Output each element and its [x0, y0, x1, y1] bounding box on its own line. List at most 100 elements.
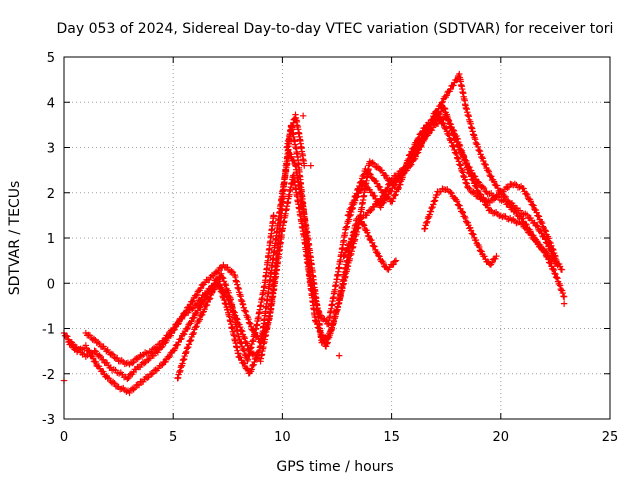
- data-point: [105, 375, 113, 382]
- data-point: [178, 315, 186, 323]
- data-point: [197, 303, 204, 311]
- data-point: [343, 246, 350, 254]
- data-point: [457, 148, 464, 155]
- data-point: [149, 370, 156, 377]
- data-point: [558, 266, 566, 273]
- data-point: [157, 341, 165, 348]
- data-point: [472, 139, 480, 147]
- data-point: [463, 159, 471, 167]
- data-point: [368, 189, 376, 196]
- data-point: [380, 189, 388, 197]
- data-point: [522, 220, 529, 228]
- x-tick-label: 5: [169, 430, 177, 445]
- data-point: [390, 261, 397, 268]
- data-point: [247, 320, 254, 328]
- data-point: [371, 243, 378, 250]
- data-point: [382, 172, 390, 180]
- data-point: [538, 229, 545, 237]
- data-point: [542, 228, 550, 235]
- data-point: [192, 292, 200, 300]
- data-point: [456, 202, 463, 209]
- data-point: [367, 171, 374, 178]
- data-point: [240, 304, 247, 311]
- data-point: [242, 338, 249, 346]
- data-point: [248, 366, 255, 373]
- y-tick-label: 4: [47, 96, 55, 111]
- x-tick-label: 10: [274, 430, 291, 445]
- data-point: [206, 295, 214, 302]
- data-point: [551, 252, 558, 259]
- data-point: [187, 336, 195, 344]
- data-point: [136, 363, 144, 371]
- data-point: [178, 335, 185, 342]
- data-point: [370, 203, 378, 211]
- data-point: [513, 209, 520, 216]
- data-point: [559, 289, 566, 297]
- data-point: [187, 337, 194, 344]
- data-point: [335, 352, 343, 359]
- data-point: [189, 305, 196, 313]
- data-point: [488, 259, 496, 266]
- data-point: [541, 248, 549, 255]
- data-point: [92, 348, 100, 355]
- data-point: [126, 389, 133, 397]
- data-point: [488, 173, 495, 180]
- data-point: [236, 323, 244, 331]
- data-point: [557, 285, 564, 293]
- data-point: [206, 296, 213, 303]
- data-point: [364, 229, 371, 236]
- data-point: [365, 170, 373, 177]
- data-point: [190, 329, 197, 337]
- data-point: [447, 189, 454, 196]
- data-point: [520, 185, 527, 192]
- data-point: [240, 359, 247, 367]
- data-point: [220, 278, 228, 285]
- data-point: [288, 153, 295, 160]
- data-point: [471, 190, 479, 197]
- data-point: [239, 301, 247, 308]
- data-point: [459, 151, 467, 158]
- data-point: [461, 213, 468, 220]
- data-point: [109, 351, 117, 358]
- data-point: [228, 268, 235, 275]
- data-point: [347, 205, 354, 213]
- data-point: [551, 270, 558, 277]
- data-point: [154, 349, 162, 356]
- data-point: [501, 192, 508, 200]
- data-point: [545, 252, 553, 259]
- plot-frame: [63, 56, 611, 420]
- data-point: [409, 145, 417, 152]
- data-point: [192, 323, 200, 331]
- data-point: [560, 293, 568, 301]
- grid-lines: [64, 57, 610, 419]
- data-point: [96, 352, 103, 359]
- data-point: [538, 219, 546, 227]
- data-point: [391, 179, 398, 186]
- data-point: [538, 243, 545, 251]
- data-point: [421, 134, 429, 142]
- data-point: [314, 320, 321, 328]
- data-point: [560, 300, 568, 307]
- data-point: [86, 332, 94, 339]
- data-point: [341, 252, 348, 259]
- data-point: [361, 222, 368, 229]
- x-tick-label: 15: [383, 430, 400, 445]
- data-point: [290, 157, 298, 165]
- data-point: [108, 350, 115, 358]
- data-point: [90, 335, 98, 343]
- data-point: [211, 285, 219, 292]
- data-point: [531, 234, 538, 241]
- data-point: [538, 218, 545, 226]
- data-point: [193, 291, 201, 298]
- data-point: [510, 216, 517, 223]
- data-point: [100, 356, 107, 363]
- data-point: [270, 212, 277, 219]
- data-point: [550, 246, 557, 254]
- data-point: [370, 160, 378, 167]
- data-point: [344, 245, 351, 253]
- y-tick-label: 2: [47, 187, 55, 202]
- y-axis-label: SDTVAR / TECUs: [7, 181, 23, 296]
- data-point: [238, 340, 245, 347]
- data-point: [476, 147, 484, 155]
- data-point: [475, 146, 482, 154]
